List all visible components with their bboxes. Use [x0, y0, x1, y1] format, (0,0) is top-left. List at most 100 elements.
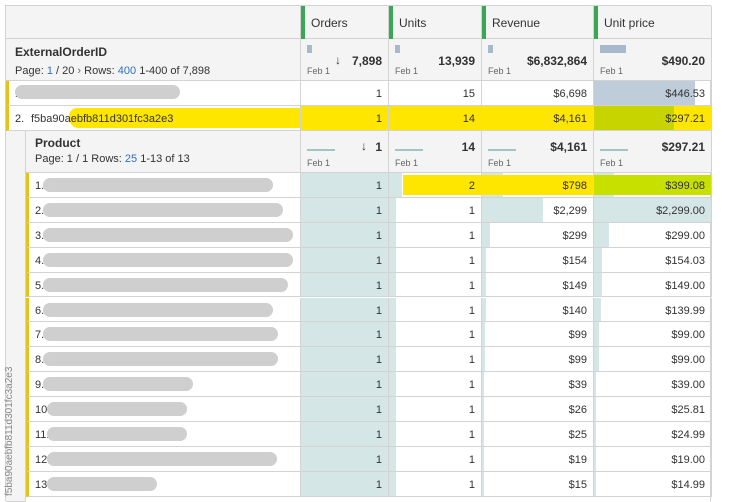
- metric-cell: 1: [301, 322, 389, 348]
- value-bar: [594, 81, 695, 105]
- total-value: 14: [461, 140, 475, 154]
- redacted-product-name: [43, 377, 193, 392]
- highlight-mark: [389, 106, 481, 130]
- sparkline-icon: [600, 45, 626, 53]
- value-bar: [594, 197, 711, 222]
- metric-cell: 1: [301, 422, 389, 447]
- header-corner: [6, 6, 301, 39]
- product-row-8[interactable]: 8.: [26, 347, 301, 373]
- value-bar: [389, 422, 396, 446]
- metric-cell: 1: [301, 372, 389, 398]
- metric-value: $154: [562, 254, 587, 267]
- product-row-6[interactable]: 6.: [26, 297, 301, 323]
- total-value: $490.20: [661, 54, 705, 68]
- value-bar: [301, 471, 388, 496]
- metric-value: $2,299: [553, 204, 587, 217]
- column-header-revenue[interactable]: Revenue: [482, 6, 594, 39]
- outer-row-2[interactable]: 2. f5ba90aebfb811d301fc3a2e3: [6, 106, 301, 131]
- value-bar: [301, 173, 388, 197]
- sparkline-icon: [307, 149, 335, 151]
- row-index: 2.: [15, 113, 25, 125]
- metric-value: 1: [468, 229, 475, 242]
- metric-cell: 1: [389, 372, 482, 398]
- metric-cell: 1: [389, 247, 482, 273]
- column-header-units[interactable]: Units: [389, 6, 482, 39]
- rows-label: Rows:: [84, 65, 115, 77]
- column-title[interactable]: Revenue: [492, 16, 541, 30]
- value-bar: [482, 422, 485, 446]
- product-row-12[interactable]: 12.: [26, 446, 301, 472]
- rows-per-page[interactable]: 25: [124, 153, 138, 165]
- sort-desc-icon[interactable]: ↓: [335, 53, 341, 67]
- dimension-title: Product: [35, 136, 81, 150]
- value-bar: [389, 397, 396, 421]
- redacted-product-name: [47, 402, 187, 417]
- product-row-10[interactable]: 10.: [26, 397, 301, 422]
- rows-per-page[interactable]: 400: [117, 65, 137, 77]
- next-page-icon[interactable]: ›: [77, 65, 82, 77]
- metric-value: $99: [568, 354, 587, 367]
- drag-handle[interactable]: [482, 6, 486, 39]
- metric-cell: 1: [301, 222, 389, 248]
- value-bar: [482, 297, 486, 322]
- value-bar: [301, 446, 388, 471]
- metric-cell: $140: [482, 297, 594, 323]
- column-title[interactable]: Units: [399, 16, 427, 30]
- value-bar: [594, 471, 597, 496]
- product-row-13[interactable]: 13.: [26, 471, 301, 497]
- metric-cell: $99: [482, 347, 594, 373]
- value-bar: [482, 372, 485, 397]
- column-title[interactable]: Unit price: [604, 16, 655, 30]
- total-value: 13,939: [438, 54, 475, 68]
- metric-value: 1: [375, 329, 382, 342]
- product-row-9[interactable]: 9.: [26, 372, 301, 398]
- product-row-2[interactable]: 2.: [26, 197, 301, 223]
- product-row-5[interactable]: 5.: [26, 272, 301, 298]
- column-title[interactable]: Orders: [311, 16, 348, 30]
- product-row-4[interactable]: 4.: [26, 247, 301, 273]
- row-index: 4.: [35, 254, 45, 267]
- sparkline-label: Feb 1: [395, 158, 419, 168]
- metric-value: 1: [375, 279, 382, 292]
- value-bar: [389, 322, 396, 347]
- metric-cell: 1: [301, 272, 389, 298]
- metric-value: 1: [375, 304, 382, 317]
- page-label: Page:: [15, 65, 44, 77]
- pagination: Page: 1 / 1 Rows: 25 1-13 of 13: [35, 153, 190, 165]
- product-row-1[interactable]: 1.: [26, 173, 301, 198]
- redacted-order-id: [15, 85, 180, 99]
- sort-desc-icon[interactable]: ↓: [361, 139, 367, 153]
- product-row-3[interactable]: 3.: [26, 222, 301, 248]
- column-header-unit-price[interactable]: Unit price: [594, 6, 712, 39]
- product-row-7[interactable]: 7.: [26, 322, 301, 348]
- metric-value: $4,161: [553, 113, 587, 125]
- order-id[interactable]: f5ba90aebfb811d301fc3a2e3: [31, 113, 174, 125]
- metric-cell: $2,299: [482, 197, 594, 223]
- product-row-11[interactable]: 11.: [26, 422, 301, 447]
- drag-handle[interactable]: [301, 6, 305, 39]
- metric-value: 1: [375, 88, 382, 100]
- drag-handle[interactable]: [594, 6, 598, 39]
- redacted-product-name: [43, 202, 283, 217]
- total-cell: Feb 1 ↓ 1: [301, 131, 389, 173]
- metric-value: $140: [562, 304, 587, 317]
- metric-value: 1: [468, 254, 475, 267]
- value-bar: [389, 247, 396, 272]
- column-header-orders[interactable]: Orders: [301, 6, 389, 39]
- value-bar: [482, 471, 485, 496]
- drag-handle[interactable]: [389, 6, 393, 39]
- row-index: 7.: [35, 329, 45, 342]
- metric-cell: $154: [482, 247, 594, 273]
- redacted-product-name: [43, 302, 273, 317]
- total-value: $4,161: [550, 140, 587, 154]
- total-cell: Feb 1 $4,161: [482, 131, 594, 173]
- dimension-header: Product Page: 1 / 1 Rows: 25 1-13 of 13: [26, 131, 301, 173]
- page-number[interactable]: 1: [46, 65, 53, 77]
- dimension-title: ExternalOrderID: [15, 45, 108, 59]
- metric-cell: 1: [389, 322, 482, 348]
- metric-value: 1: [375, 113, 382, 125]
- redacted-product-name: [43, 352, 278, 367]
- value-bar: [482, 197, 544, 222]
- outer-row-1[interactable]: 1.: [6, 81, 301, 106]
- metric-cell: $154.03: [594, 247, 712, 273]
